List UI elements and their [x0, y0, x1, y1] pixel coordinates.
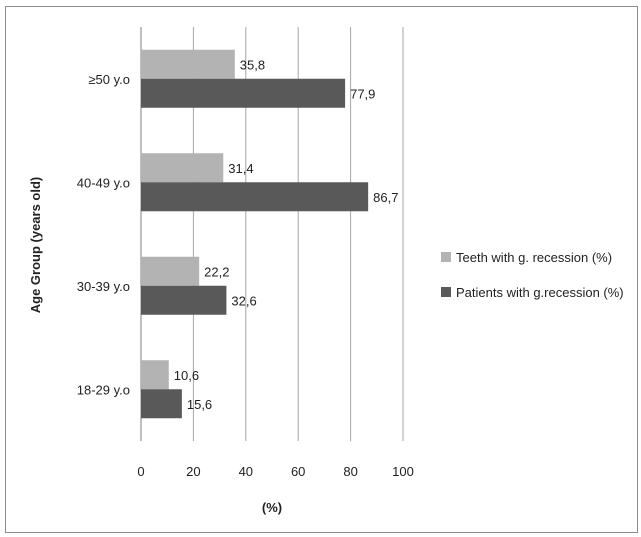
legend-swatch: [441, 287, 451, 297]
x-axis-title: (%): [262, 500, 282, 515]
data-labels: 35,8 77,9 31,4 86,7 22,232,6 10,6 15,6: [174, 57, 399, 412]
legend-swatch: [441, 252, 451, 262]
x-tick-label: 80: [343, 464, 357, 479]
bars: [141, 49, 369, 419]
x-tick-label: 40: [239, 464, 253, 479]
x-tick-labels: 0 20 40 60 80 100: [137, 464, 413, 479]
bar: [141, 285, 227, 315]
bar: [141, 153, 224, 183]
x-tick-label: 60: [291, 464, 305, 479]
x-tick-label: 20: [186, 464, 200, 479]
legend: Teeth with g. recession (%) Patients with…: [441, 250, 624, 300]
bar: [141, 49, 235, 79]
bar: [141, 256, 200, 286]
bar: [141, 360, 169, 390]
bar: [141, 182, 369, 212]
legend-label: Teeth with g. recession (%): [456, 250, 612, 265]
data-label: 31,4: [228, 161, 253, 176]
legend-label: Patients with g.recession (%): [456, 285, 624, 300]
x-tick-label: 0: [137, 464, 144, 479]
data-label: 15,6: [187, 397, 212, 412]
category-label: 18-29 y.o: [77, 382, 130, 397]
y-axis-title: Age Group (years old): [28, 177, 43, 314]
data-label: 77,9: [350, 86, 375, 101]
x-tick-label: 100: [392, 464, 414, 479]
category-labels: ≥50 y.o 40-49 y.o 30-39 y.o 18-29 y.o: [77, 72, 130, 398]
data-label: 35,8: [240, 57, 265, 72]
data-label: 32,6: [231, 293, 256, 308]
data-label: 22,2: [204, 264, 229, 279]
bar: [141, 389, 182, 419]
category-label: 30-39 y.o: [77, 279, 130, 294]
data-label: 10,6: [174, 368, 199, 383]
bar: [141, 78, 346, 108]
category-label: ≥50 y.o: [88, 72, 130, 87]
category-label: 40-49 y.o: [77, 175, 130, 190]
data-label: 86,7: [373, 190, 398, 205]
